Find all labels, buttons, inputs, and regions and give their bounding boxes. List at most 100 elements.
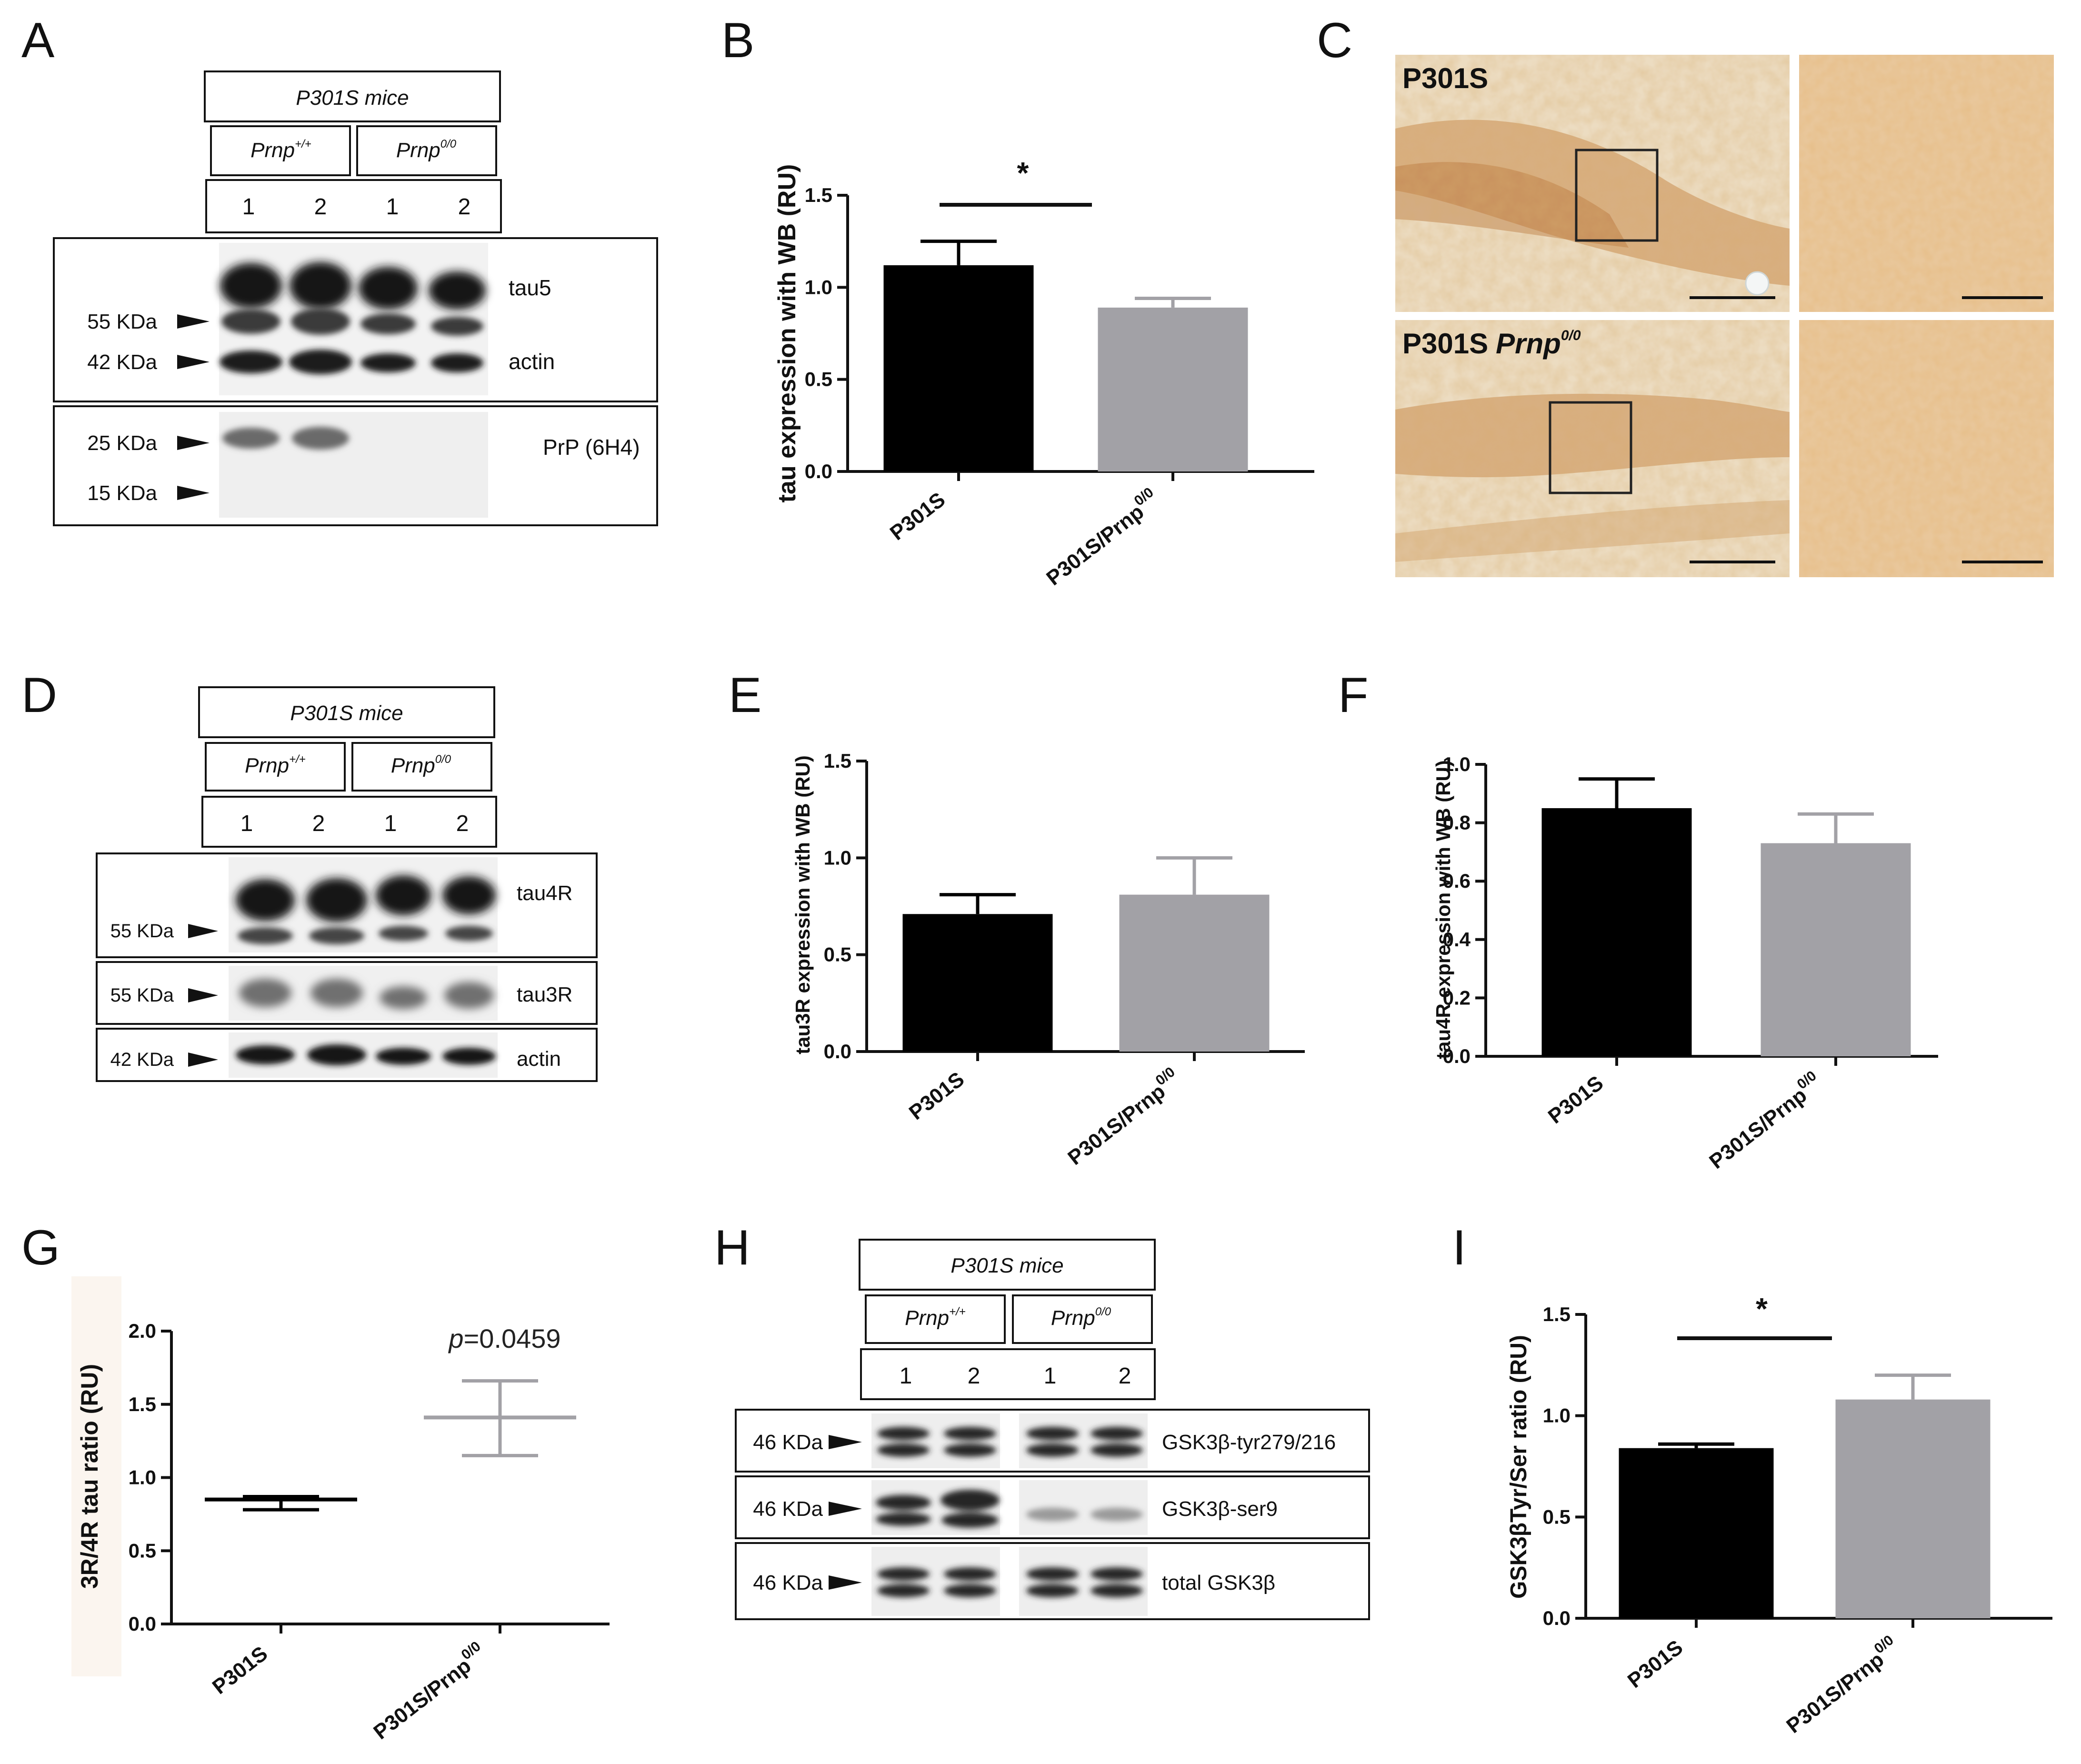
panel-letter-g: G (21, 1220, 60, 1275)
blot-h-lane: 1 (900, 1363, 912, 1389)
y-tick-label: 1.0 (1543, 1404, 1571, 1427)
blot-d-lane: 2 (312, 811, 325, 836)
marker-arrow-icon (177, 486, 210, 500)
y-tick-label: 0.8 (1443, 812, 1471, 834)
y-tick-label: 1.0 (824, 846, 851, 869)
blot-h-lane: 1 (1044, 1363, 1057, 1389)
blot-a: P301S mice Prnp+/+ Prnp0/0 1 2 1 2 (53, 70, 658, 526)
blot-h-lane: 2 (1119, 1363, 1131, 1389)
blot-d: P301S mice Prnp+/+ Prnp0/0 1 2 1 2 (96, 686, 598, 1082)
chart-i: 0.0 0.5 1.0 1.5 GSK3βTyr/Ser ratio (RU) * P301… (1506, 1292, 2052, 1738)
blot-h-marker: 46 KDa (753, 1571, 823, 1594)
blot-a-label: actin (509, 349, 555, 374)
blot-a-marker: 42 KDa (87, 351, 157, 374)
y-tick-label: 0.0 (824, 1040, 851, 1062)
y-tick-label: 0.5 (1543, 1505, 1571, 1528)
y-tick-label: 1.5 (824, 750, 851, 772)
x-tick-label: P301S/Prnp0/0 (367, 1638, 491, 1744)
blot-h-label: total GSK3β (1162, 1571, 1275, 1594)
blot-a-lane: 2 (458, 194, 471, 220)
marker-arrow-icon (188, 924, 218, 938)
p-value-annotation: p=0.0459 (448, 1323, 560, 1353)
bar (1098, 307, 1248, 471)
blot-d-marker: 55 KDa (110, 985, 174, 1006)
blot-a-lane: 2 (314, 194, 327, 220)
y-tick-label: 0.5 (129, 1539, 156, 1562)
y-tick-label: 0.2 (1443, 986, 1471, 1009)
blot-a-marker: 15 KDa (87, 481, 157, 505)
x-tick-label: P301S/Prnp0/0 (1702, 1068, 1827, 1173)
panel-letter-c: C (1317, 13, 1352, 68)
blot-h-header: P301S mice (950, 1254, 1063, 1277)
blot-d-marker: 42 KDa (110, 1049, 174, 1070)
blot-a-label: tau5 (509, 275, 551, 300)
blot-h-group1: Prnp+/+ (905, 1305, 966, 1330)
blot-a-film-lower (219, 412, 488, 518)
blot-d-lane: 1 (240, 811, 253, 836)
blot-d-label: tau3R (517, 983, 572, 1006)
blot-a-header: P301S mice (296, 86, 409, 110)
blot-a-marker: 25 KDa (87, 431, 157, 455)
bar (1119, 894, 1270, 1052)
x-tick-label: P301S (886, 488, 950, 545)
blot-d-header: P301S mice (290, 702, 403, 725)
blot-a-group1: Prnp+/+ (250, 138, 311, 162)
x-tick-label: P301S (905, 1067, 969, 1124)
blot-d-marker: 55 KDa (110, 921, 174, 942)
y-tick-label: 1.0 (129, 1466, 156, 1489)
micrograph-bottom-label: P301S Prnp0/0 (1402, 328, 1581, 360)
x-tick-label: P301S/Prnp0/0 (1061, 1064, 1185, 1170)
y-tick-label: 1.5 (129, 1393, 156, 1415)
micrograph-top-label: P301S (1402, 62, 1488, 94)
y-tick-label: 0.0 (805, 460, 832, 482)
y-axis-label: tau expression with WB (RU) (773, 164, 801, 503)
panel-letter-i: I (1452, 1220, 1466, 1275)
x-tick-label: P301S/Prnp0/0 (1780, 1632, 1904, 1738)
blot-d-group2: Prnp0/0 (391, 753, 451, 777)
marker-arrow-icon (188, 1052, 218, 1067)
panel-letter-a: A (21, 13, 55, 68)
blot-a-lane: 1 (386, 194, 399, 220)
y-tick-label: 1.0 (805, 276, 832, 298)
blot-h: P301S mice Prnp+/+ Prnp0/0 1 2 1 2 (735, 1239, 1370, 1620)
y-tick-label: 1.5 (1543, 1303, 1571, 1325)
marker-arrow-icon (188, 988, 218, 1002)
blot-a-marker: 55 KDa (87, 310, 157, 333)
blot-h-label: GSK3β-tyr279/216 (1162, 1431, 1336, 1454)
bar (1619, 1448, 1774, 1618)
panel-g-background (71, 1276, 121, 1676)
blot-d-group1: Prnp+/+ (245, 753, 306, 777)
y-axis-label: 3R/4R tau ratio (RU) (76, 1364, 103, 1589)
blot-h-lane: 2 (968, 1363, 980, 1389)
y-tick-label: 0.0 (129, 1613, 156, 1635)
blot-d-lane: 2 (456, 811, 469, 836)
marker-arrow-icon (829, 1435, 862, 1449)
y-tick-label: 0.4 (1443, 928, 1471, 951)
y-tick-label: 0.0 (1543, 1607, 1571, 1629)
bar (1761, 843, 1911, 1056)
panel-letter-e: E (729, 668, 761, 723)
blot-d-lane: 1 (384, 811, 397, 836)
y-tick-label: 0.5 (805, 368, 832, 391)
bar (1541, 808, 1692, 1056)
y-tick-label: 2.0 (129, 1320, 156, 1342)
chart-e: 0.0 0.5 1.0 1.5 tau3R expression with WB (RU… (791, 750, 1305, 1170)
y-tick-label: 0.0 (1443, 1045, 1471, 1067)
marker-arrow-icon (177, 355, 210, 369)
blot-h-marker: 46 KDa (753, 1431, 823, 1454)
x-tick-label: P301S/Prnp0/0 (1040, 484, 1164, 590)
blot-a-label: PrP (6H4) (543, 435, 640, 460)
y-tick-label: 0.6 (1443, 870, 1471, 892)
panel-letter-b: B (721, 13, 754, 68)
blot-a-lane: 1 (242, 194, 255, 220)
blot-a-group2: Prnp0/0 (396, 138, 457, 162)
y-axis-label: tau4R expression with WB (RU) (1432, 760, 1454, 1059)
marker-arrow-icon (829, 1502, 862, 1516)
y-tick-label: 0.5 (824, 943, 851, 966)
marker-arrow-icon (829, 1575, 862, 1590)
x-tick-label: P301S (208, 1642, 272, 1699)
marker-arrow-icon (177, 436, 210, 450)
